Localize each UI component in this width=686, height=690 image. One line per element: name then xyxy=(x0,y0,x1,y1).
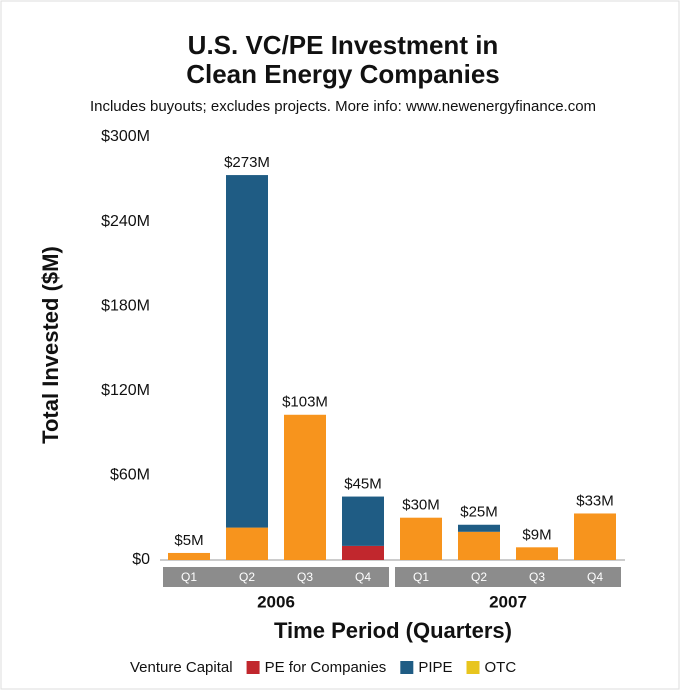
x-tick-label: Q2 xyxy=(471,570,487,584)
chart-title: Clean Energy Companies xyxy=(186,59,500,89)
total-label: $273M xyxy=(224,154,270,171)
legend-label: OTC xyxy=(485,659,517,676)
y-tick-label: $120M xyxy=(101,382,150,399)
x-tick-label: Q4 xyxy=(587,570,603,584)
total-label: $45M xyxy=(344,476,382,493)
bar-segment xyxy=(516,547,558,560)
total-label: $33M xyxy=(576,492,614,509)
bar-segment xyxy=(342,496,384,546)
y-tick-label: $180M xyxy=(101,297,150,314)
y-tick-label: $300M xyxy=(101,128,150,145)
total-label: $103M xyxy=(282,394,328,411)
bar-segment xyxy=(342,545,384,560)
bar-segment xyxy=(226,175,268,528)
bar-segment xyxy=(168,552,210,560)
bar-segment xyxy=(226,527,268,560)
legend-label: PE for Companies xyxy=(265,659,387,676)
total-label: $5M xyxy=(174,532,203,549)
category-band xyxy=(395,567,621,587)
legend-swatch xyxy=(400,661,414,674)
bar-segment xyxy=(284,414,326,560)
x-axis-title: Time Period (Quarters) xyxy=(274,618,512,643)
legend-label: PIPE xyxy=(418,659,452,676)
group-label: 2006 xyxy=(257,592,295,611)
bar-segment xyxy=(458,524,500,532)
x-tick-label: Q1 xyxy=(181,570,197,584)
y-tick-label: $0 xyxy=(132,551,150,568)
total-label: $9M xyxy=(522,526,551,543)
y-axis-title: Total Invested ($M) xyxy=(38,246,63,444)
subtitle: Includes buyouts; excludes projects. Mor… xyxy=(90,98,596,115)
chart-title: U.S. VC/PE Investment in xyxy=(188,30,499,60)
x-tick-label: Q2 xyxy=(239,570,255,584)
bar-segment xyxy=(574,513,616,560)
bar-segment xyxy=(400,517,442,560)
total-label: $25M xyxy=(460,504,498,521)
category-band xyxy=(163,567,389,587)
legend-swatch xyxy=(246,661,260,674)
group-label: 2007 xyxy=(489,592,527,611)
bar-segment xyxy=(458,531,500,560)
legend-label: Venture Capital xyxy=(130,659,233,676)
x-tick-label: Q1 xyxy=(413,570,429,584)
total-label: $30M xyxy=(402,497,440,514)
x-tick-label: Q3 xyxy=(297,570,313,584)
x-tick-label: Q3 xyxy=(529,570,545,584)
y-tick-label: $240M xyxy=(101,213,150,230)
legend-swatch xyxy=(466,661,480,674)
x-tick-label: Q4 xyxy=(355,570,371,584)
y-tick-label: $60M xyxy=(110,467,150,484)
